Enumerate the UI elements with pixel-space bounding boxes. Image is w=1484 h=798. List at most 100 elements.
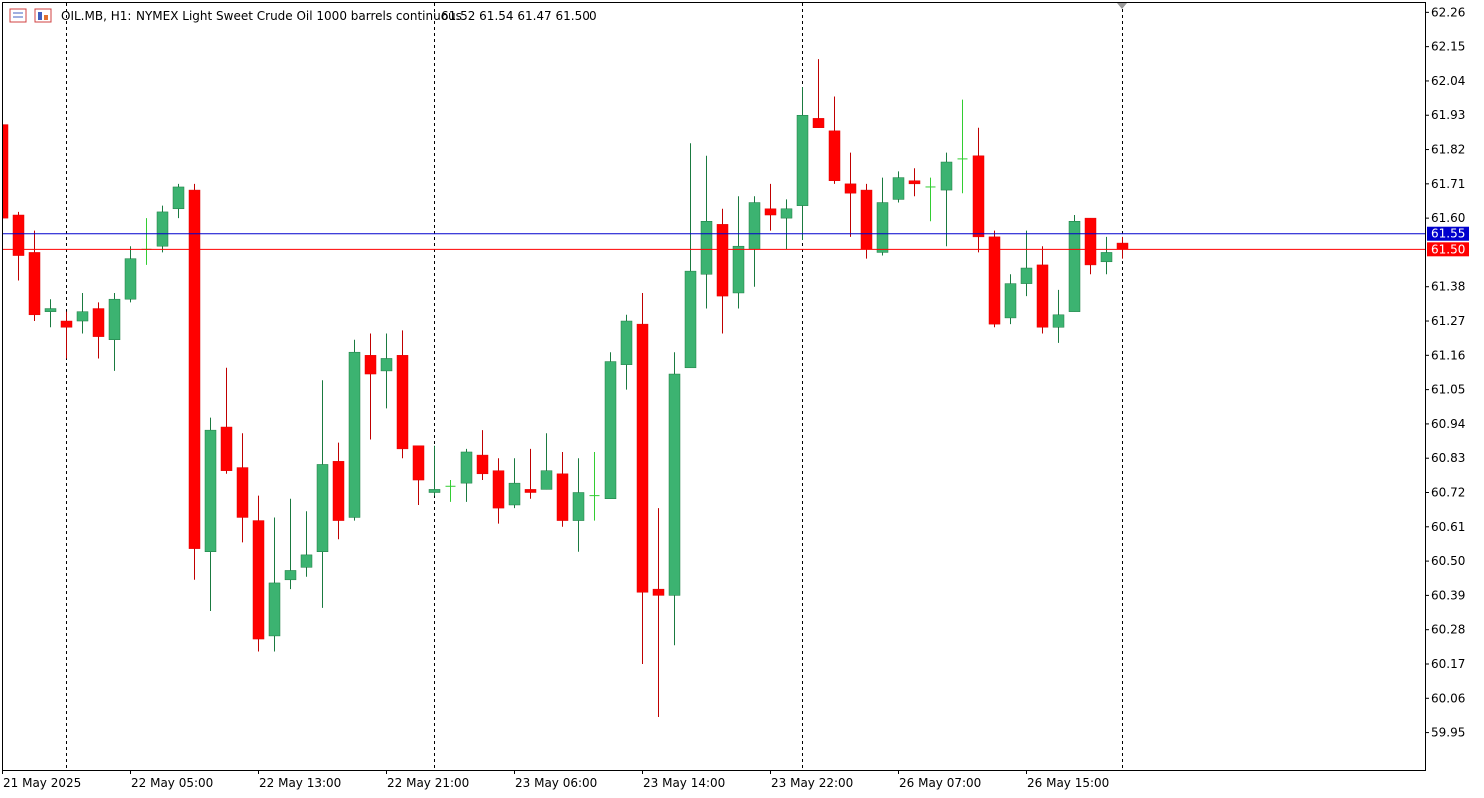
- x-tick-label: 21 May 2025: [3, 776, 81, 790]
- candle-body: [460, 451, 473, 484]
- x-tick-label: 26 May 07:00: [899, 776, 981, 790]
- candle-body: [572, 492, 585, 521]
- candle-body: [732, 245, 745, 294]
- candle-body: [476, 454, 489, 475]
- candle-body: [3, 124, 9, 219]
- candle-body: [396, 355, 409, 450]
- candle-body: [844, 183, 857, 194]
- candle-body: [348, 351, 361, 518]
- y-tick-label: 59.95: [1431, 726, 1465, 740]
- x-tick-label: 23 May 22:00: [771, 776, 853, 790]
- y-tick-label: 61.60: [1431, 211, 1465, 225]
- candle-body: [204, 429, 217, 552]
- candle-body: [172, 186, 185, 210]
- candle-body: [156, 211, 169, 247]
- y-tick-label: 60.06: [1431, 691, 1465, 705]
- candle-body: [716, 224, 729, 297]
- candle-body: [988, 236, 1001, 325]
- candle-body: [1100, 252, 1113, 263]
- candle-body: [556, 473, 569, 521]
- candle-body: [604, 361, 617, 499]
- plot: [3, 3, 1425, 770]
- candle-body: [332, 461, 345, 521]
- candle-body: [524, 489, 537, 493]
- candle-body: [748, 202, 761, 250]
- candle-body: [620, 320, 633, 365]
- candle-body: [540, 470, 553, 490]
- candle-body: [636, 323, 649, 593]
- candle-body: [124, 258, 137, 300]
- y-tick-label: 60.83: [1431, 451, 1465, 465]
- y-tick-label: 61.93: [1431, 108, 1465, 122]
- candle-body: [380, 358, 393, 372]
- x-tick-label: 23 May 06:00: [515, 776, 597, 790]
- candle-body: [940, 161, 953, 191]
- candle-body: [28, 252, 41, 316]
- candle-body: [812, 118, 825, 128]
- candle-body: [316, 464, 329, 552]
- plot-frame: [2, 2, 1426, 771]
- y-tick-label: 61.05: [1431, 383, 1465, 397]
- candle-body: [220, 426, 233, 471]
- candle-body: [284, 570, 297, 581]
- candle-body: [668, 373, 681, 596]
- y-tick-label: 61.16: [1431, 348, 1465, 362]
- candle-body: [60, 320, 73, 328]
- symbol: OIL.MB, H1:: [61, 9, 131, 23]
- y-tick-label: 60.94: [1431, 417, 1465, 431]
- candle-body: [892, 177, 905, 200]
- price-label: 61.55: [1431, 227, 1465, 241]
- candle-body: [300, 554, 313, 568]
- quote: 61.52 61.54 61.47 61.50: [441, 9, 590, 23]
- candle-body: [508, 482, 521, 506]
- y-tick-label: 60.28: [1431, 623, 1465, 637]
- candle-body: [860, 189, 873, 250]
- candle-body: [1084, 217, 1097, 266]
- candle-body: [428, 489, 441, 493]
- candle-body: [252, 520, 265, 640]
- candle-body: [684, 270, 697, 369]
- candle-body: [76, 311, 89, 322]
- x-tick-label: 22 May 05:00: [131, 776, 213, 790]
- x-tick-label: 22 May 21:00: [387, 776, 469, 790]
- candle-body: [1020, 267, 1033, 284]
- candle-body: [972, 155, 985, 238]
- candle-body: [92, 308, 105, 337]
- y-tick-label: 60.39: [1431, 588, 1465, 602]
- candle-body: [492, 470, 505, 509]
- y-tick-label: 60.17: [1431, 657, 1465, 671]
- candle-body: [108, 298, 121, 340]
- candle-body: [12, 214, 25, 256]
- price-label: 61.50: [1431, 242, 1465, 256]
- candle-body: [700, 221, 713, 275]
- candle-body: [44, 308, 57, 312]
- candle-body: [1052, 314, 1065, 328]
- y-tick-label: 60.72: [1431, 486, 1465, 500]
- y-tick-label: 61.82: [1431, 143, 1465, 157]
- volume: 0: [589, 9, 597, 23]
- candle-body: [412, 445, 425, 481]
- candle-body: [828, 130, 841, 181]
- candle-body: [236, 467, 249, 518]
- y-tick-label: 62.26: [1431, 5, 1465, 19]
- x-tick-label: 26 May 15:00: [1027, 776, 1109, 790]
- candle-body: [764, 208, 777, 216]
- header-icons: [9, 8, 52, 23]
- candle-body: [1116, 242, 1129, 250]
- y-tick-label: 61.38: [1431, 280, 1465, 294]
- candle-body: [780, 208, 793, 219]
- x-tick-label: 23 May 14:00: [643, 776, 725, 790]
- price-label-bg: [1427, 242, 1469, 257]
- candle-body: [364, 355, 377, 375]
- x-tick-label: 22 May 13:00: [259, 776, 341, 790]
- y-tick-label: 60.61: [1431, 520, 1465, 534]
- candle-body: [1036, 264, 1049, 328]
- candle-body: [652, 588, 665, 596]
- candle-body: [188, 189, 201, 549]
- candle-body: [908, 180, 921, 185]
- y-tick-label: 60.50: [1431, 554, 1465, 568]
- y-tick-label: 62.15: [1431, 40, 1465, 54]
- y-tick-label: 61.71: [1431, 177, 1465, 191]
- candle-body: [1004, 283, 1017, 319]
